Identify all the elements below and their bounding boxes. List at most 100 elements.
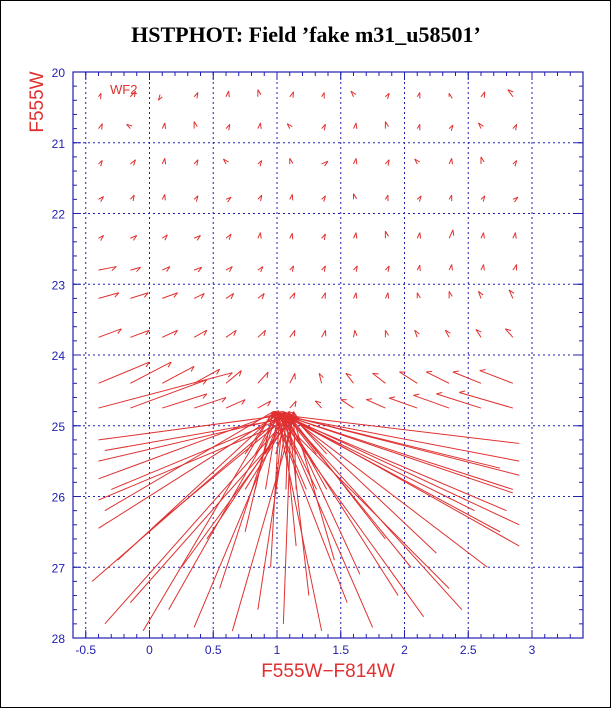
error-vector [448, 264, 453, 271]
cluster-vector [282, 411, 328, 490]
error-vector [257, 293, 265, 300]
cluster-vector [272, 411, 307, 490]
error-vector [130, 266, 141, 273]
error-vector [512, 124, 518, 131]
x-tick-label: 3 [529, 643, 536, 657]
error-vector [193, 368, 221, 384]
error-vector [130, 361, 172, 384]
error-vector [448, 158, 453, 165]
y-tick-label: 28 [52, 632, 66, 646]
error-vector [475, 329, 482, 338]
error-vector [480, 195, 486, 202]
error-vector [321, 124, 326, 131]
error-vector [130, 159, 136, 166]
chart-title: HSTPHOT: Field ’fake m31_u58501’ [131, 22, 481, 47]
error-vector [416, 264, 421, 272]
error-vector [130, 90, 136, 98]
error-vector [225, 329, 237, 338]
error-vector [512, 160, 518, 167]
error-vector [130, 292, 149, 299]
long-error-vector [104, 411, 274, 512]
error-vector [289, 91, 295, 98]
error-vector [448, 291, 453, 299]
error-vector [289, 292, 296, 299]
error-vector [448, 92, 453, 99]
y-tick-label: 22 [52, 208, 66, 222]
vector-marks [91, 89, 520, 632]
error-vector [126, 123, 133, 129]
error-vector [162, 266, 171, 272]
error-vector [130, 194, 135, 202]
cluster-vector [277, 411, 317, 490]
error-vector [416, 124, 421, 131]
error-vector [448, 124, 454, 131]
error-vector [414, 329, 420, 338]
error-vector [477, 122, 484, 129]
error-vector [480, 232, 485, 239]
error-vector [225, 233, 232, 240]
error-vector [98, 266, 117, 272]
error-vector [385, 159, 390, 166]
error-vector [512, 264, 518, 271]
error-vector [289, 265, 295, 272]
error-vector [161, 122, 167, 129]
error-vector [286, 123, 293, 129]
error-vector [257, 89, 262, 97]
error-vector [130, 329, 150, 338]
error-vector [193, 266, 203, 273]
error-vector [193, 396, 227, 409]
error-vector [162, 393, 208, 409]
error-vector [98, 92, 102, 100]
error-vector [225, 370, 242, 384]
long-error-vector [288, 416, 412, 568]
error-vector [508, 289, 515, 299]
y-tick-label: 24 [52, 349, 66, 363]
error-vector [384, 121, 389, 129]
error-vector [225, 266, 233, 273]
error-vector [353, 232, 358, 239]
error-vector [193, 329, 208, 338]
error-vector [384, 194, 389, 202]
error-vector [130, 234, 138, 241]
error-vector [321, 160, 329, 167]
long-error-vector [111, 415, 288, 490]
error-vector [448, 229, 455, 239]
error-vector [353, 330, 358, 338]
error-vector [289, 400, 297, 409]
error-vector [321, 265, 326, 272]
error-vector [477, 290, 484, 299]
long-error-vector [98, 414, 284, 441]
error-vector [384, 230, 389, 239]
long-error-vector [283, 414, 501, 533]
error-vector [350, 90, 357, 97]
error-vector [416, 292, 421, 299]
long-error-vector [276, 412, 323, 632]
error-vector [512, 196, 519, 203]
error-vector [414, 158, 421, 165]
error-vector [130, 379, 208, 409]
error-vector [321, 92, 325, 99]
error-vector [223, 158, 229, 165]
long-error-vector [279, 411, 501, 469]
y-tick-label: 21 [52, 137, 66, 151]
error-vector [289, 329, 296, 338]
error-vector [372, 372, 386, 384]
error-vector [480, 91, 486, 98]
error-vector [162, 292, 178, 299]
error-vector [257, 371, 269, 384]
error-vector [289, 233, 294, 240]
error-vector [161, 158, 167, 165]
error-vector [193, 292, 205, 299]
error-vector [399, 371, 418, 384]
error-vector [162, 329, 178, 338]
error-vector [340, 399, 354, 409]
y-tick-label: 23 [52, 278, 66, 292]
error-vector [98, 328, 122, 338]
error-vector [257, 266, 264, 273]
error-vector [479, 368, 514, 384]
error-vector [98, 160, 103, 167]
error-vector [353, 292, 358, 299]
error-vector [504, 328, 514, 338]
